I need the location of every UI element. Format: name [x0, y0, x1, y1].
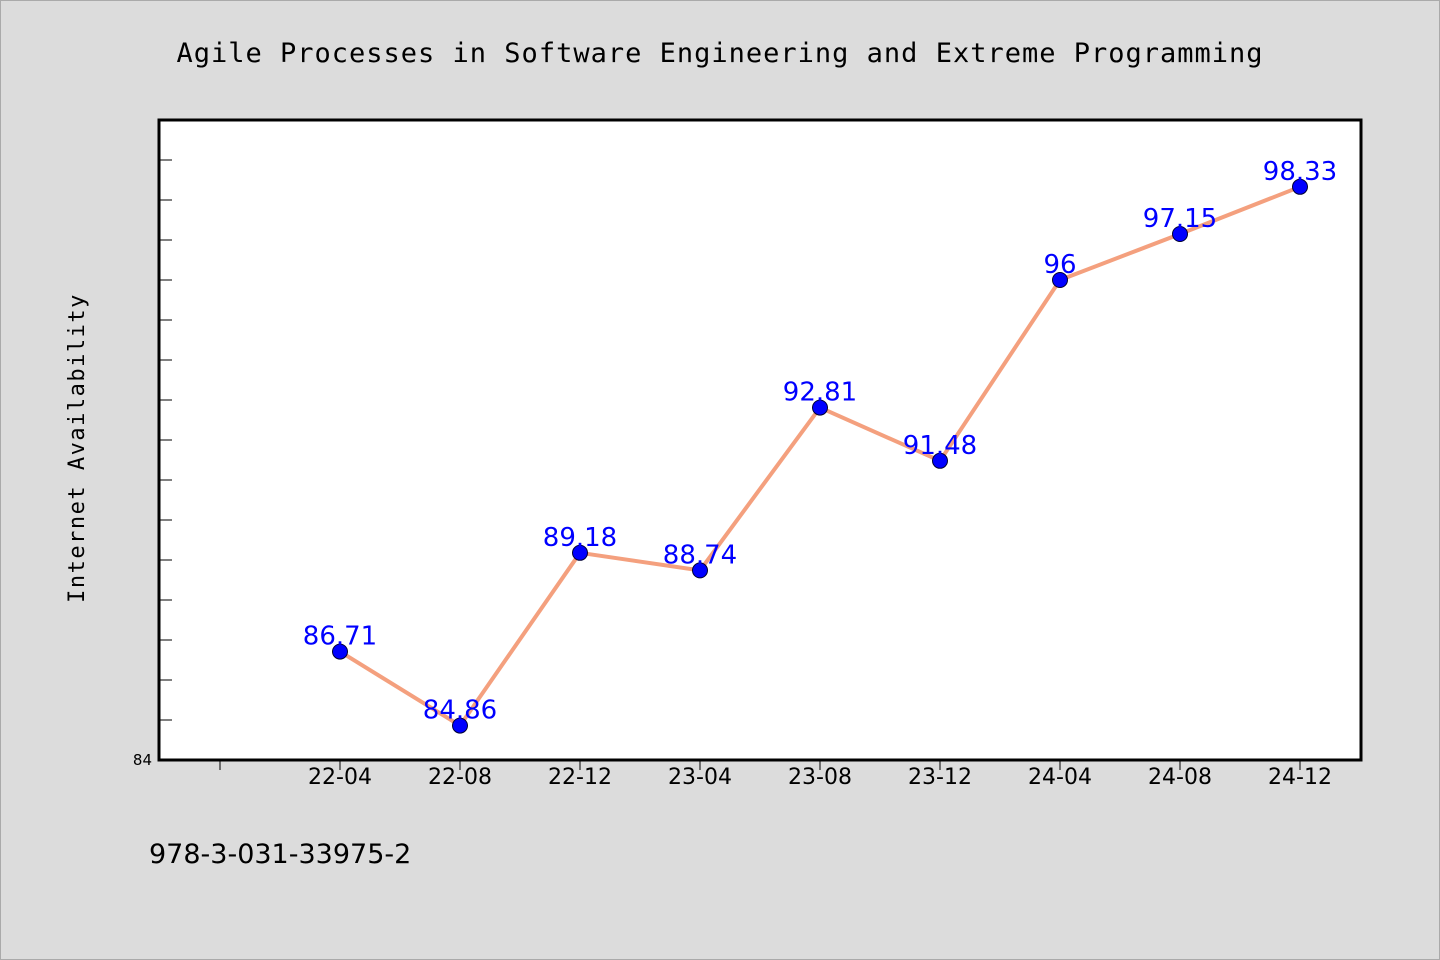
y-tick-label: 84	[133, 751, 152, 769]
data-label: 92.81	[783, 378, 857, 408]
data-point	[572, 544, 588, 561]
x-tick-label: 23-08	[788, 765, 852, 790]
data-label: 91.48	[903, 431, 977, 461]
data-label: 96	[1043, 250, 1076, 280]
x-tick-label: 22-08	[428, 765, 492, 790]
data-label: 86.71	[303, 622, 377, 652]
y-axis-label: Internet Availability	[65, 293, 90, 603]
data-point	[1052, 272, 1068, 288]
plot-area	[159, 120, 1361, 760]
y-axis: 84	[133, 159, 172, 769]
footer-isbn: 978-3-031-33975-2	[149, 839, 411, 870]
x-tick-label: 24-04	[1028, 765, 1092, 790]
series-layer	[332, 178, 1308, 734]
data-point	[1172, 226, 1188, 242]
data-label: 98.33	[1263, 157, 1337, 187]
x-tick-label: 24-12	[1268, 765, 1332, 790]
data-point	[932, 452, 948, 469]
x-axis: 22-04 22-08 22-12 23-04 23-08 23-12 24-04 24-08…	[219, 760, 1332, 790]
data-label: 88.74	[663, 540, 737, 570]
data-labels-layer: 86.71 84.86 89.18 88.74 92.81 91.48 96 97.15 98.…	[303, 157, 1337, 726]
x-tick-label: 23-12	[908, 765, 972, 790]
chart-title: Agile Processes in Software Engineering …	[176, 38, 1263, 69]
data-point	[1292, 178, 1308, 195]
data-label: 97.15	[1143, 204, 1217, 234]
data-point	[452, 717, 468, 734]
x-tick-label: 22-12	[548, 765, 612, 790]
x-tick-label: 24-08	[1148, 765, 1212, 790]
data-point	[332, 643, 348, 660]
plot-border	[157, 118, 1363, 762]
x-tick-label: 22-04	[308, 765, 372, 790]
data-point	[812, 399, 828, 416]
data-point	[692, 562, 708, 579]
data-label: 89.18	[543, 523, 617, 553]
x-tick-label: 23-04	[668, 765, 732, 790]
data-label: 84.86	[423, 696, 497, 726]
